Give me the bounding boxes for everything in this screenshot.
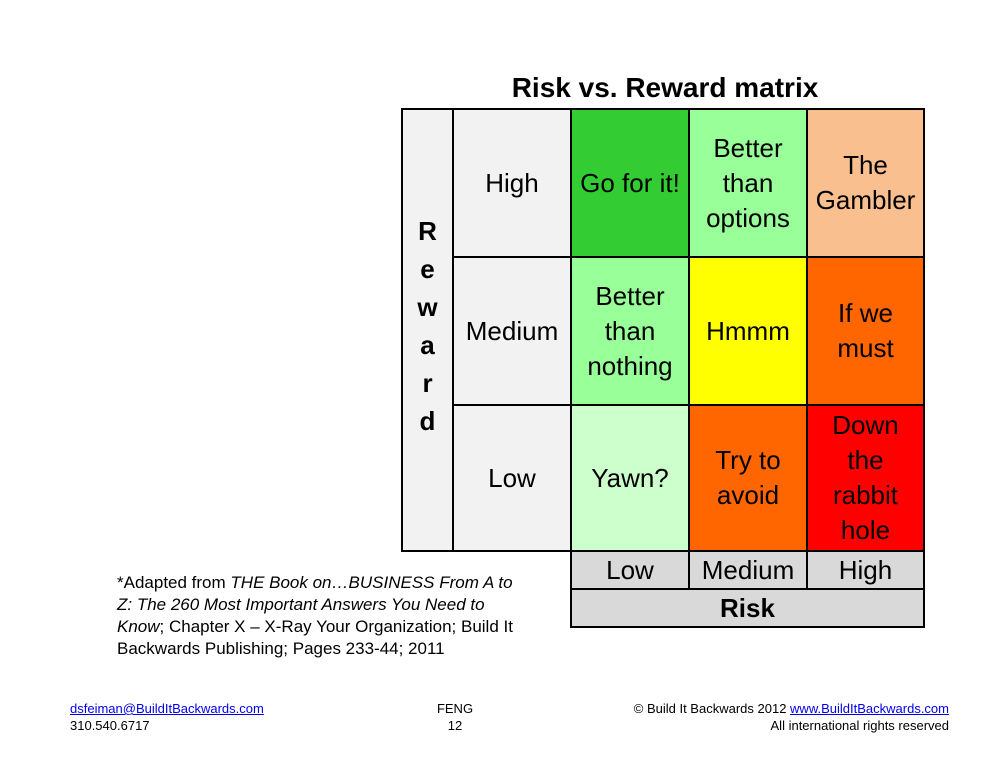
citation-rest: ; Chapter X – X-Ray Your Organization; B… (117, 617, 513, 658)
matrix-cell-text: If we must (837, 296, 893, 366)
matrix-cell-text: Try to avoid (715, 443, 780, 513)
matrix-cell-line: Gambler (815, 185, 916, 215)
matrix-cell: Yawn? (570, 404, 690, 552)
row-label-high: High (452, 108, 572, 258)
reward-letter: d (419, 406, 436, 436)
matrix-cell: Go for it! (570, 108, 690, 258)
website-link[interactable]: www.BuildItBackwards.com (790, 701, 949, 716)
matrix-cell-text: The Gambler (816, 148, 916, 218)
page-number: 12 (447, 718, 463, 733)
matrix-cell-text: Better than options (706, 131, 790, 236)
matrix-cell: Better than options (688, 108, 808, 258)
matrix-cell-text: Yawn? (591, 461, 669, 496)
col-label-low: Low (570, 550, 690, 590)
citation-prefix: *Adapted from (117, 573, 231, 592)
matrix-cell: If we must (806, 256, 925, 406)
matrix-cell: Hmmm (688, 256, 808, 406)
matrix-title: Risk vs. Reward matrix (511, 72, 819, 103)
risk-axis-label: Risk (570, 588, 925, 628)
reward-letter: R (418, 216, 437, 246)
matrix-cell-line: Go for it! (580, 167, 680, 198)
reward-letter: r (422, 368, 433, 398)
matrix-cell: Try to avoid (688, 404, 808, 552)
footer-contact: dsfeiman@BuildItBackwards.com 310.540.67… (70, 700, 264, 734)
matrix-cell-line: If we (838, 298, 893, 328)
matrix-cell-line: Down (832, 410, 899, 440)
col-label-high: High (806, 550, 925, 590)
reward-axis-label: R e w a r d (401, 108, 454, 552)
copyright-text: © Build It Backwards 2012 (633, 701, 791, 716)
matrix-cell-line: must (837, 333, 894, 363)
matrix-cell-line: Better (713, 132, 783, 163)
matrix-cell-text: Down the rabbit hole (832, 408, 898, 548)
matrix-cell-line: Yawn? (591, 462, 669, 493)
matrix-cell-line: Try to (715, 445, 781, 475)
matrix-cell: The Gambler (806, 108, 925, 258)
footer-label: FENG (436, 701, 474, 716)
matrix-cell-text: Go for it! (580, 166, 680, 201)
matrix-cell-line: nothing (587, 350, 673, 381)
matrix-cell-line: avoid (716, 480, 780, 510)
matrix-cell-text: Hmmm (706, 314, 790, 349)
matrix-cell-text: Better than nothing (587, 279, 672, 384)
matrix-cell: Better than nothing (570, 256, 690, 406)
matrix-cell-line: Hmmm (706, 315, 790, 346)
matrix-cell-line: options (706, 202, 790, 233)
footer-copyright: © Build It Backwards 2012 www.BuildItBac… (634, 700, 949, 734)
footer-center: FENG 12 (420, 700, 490, 734)
row-label-low: Low (452, 404, 572, 552)
rights-text: All international rights reserved (770, 718, 949, 733)
matrix-cell-line: The (843, 150, 888, 180)
reward-letter: e (420, 254, 435, 284)
citation-book-title: THE Book on…BUSINESS From A to Z: The 26… (117, 573, 513, 636)
matrix-cell-line: Better (595, 280, 665, 311)
row-label-medium: Medium (452, 256, 572, 406)
matrix-cell: Down the rabbit hole (806, 404, 925, 552)
reward-letter: a (420, 330, 435, 360)
phone-number: 310.540.6717 (70, 718, 150, 733)
matrix-cell-line: the (847, 445, 884, 475)
citation: *Adapted from THE Book on…BUSINESS From … (117, 572, 517, 660)
col-label-medium: Medium (688, 550, 808, 590)
reward-letter: w (417, 292, 438, 322)
matrix-cell-line: hole (840, 515, 891, 545)
matrix-cell-line: rabbit (832, 480, 899, 510)
matrix-cell-line: than (722, 167, 774, 198)
email-link[interactable]: dsfeiman@BuildItBackwards.com (70, 701, 264, 716)
matrix-cell-line: than (604, 315, 656, 346)
